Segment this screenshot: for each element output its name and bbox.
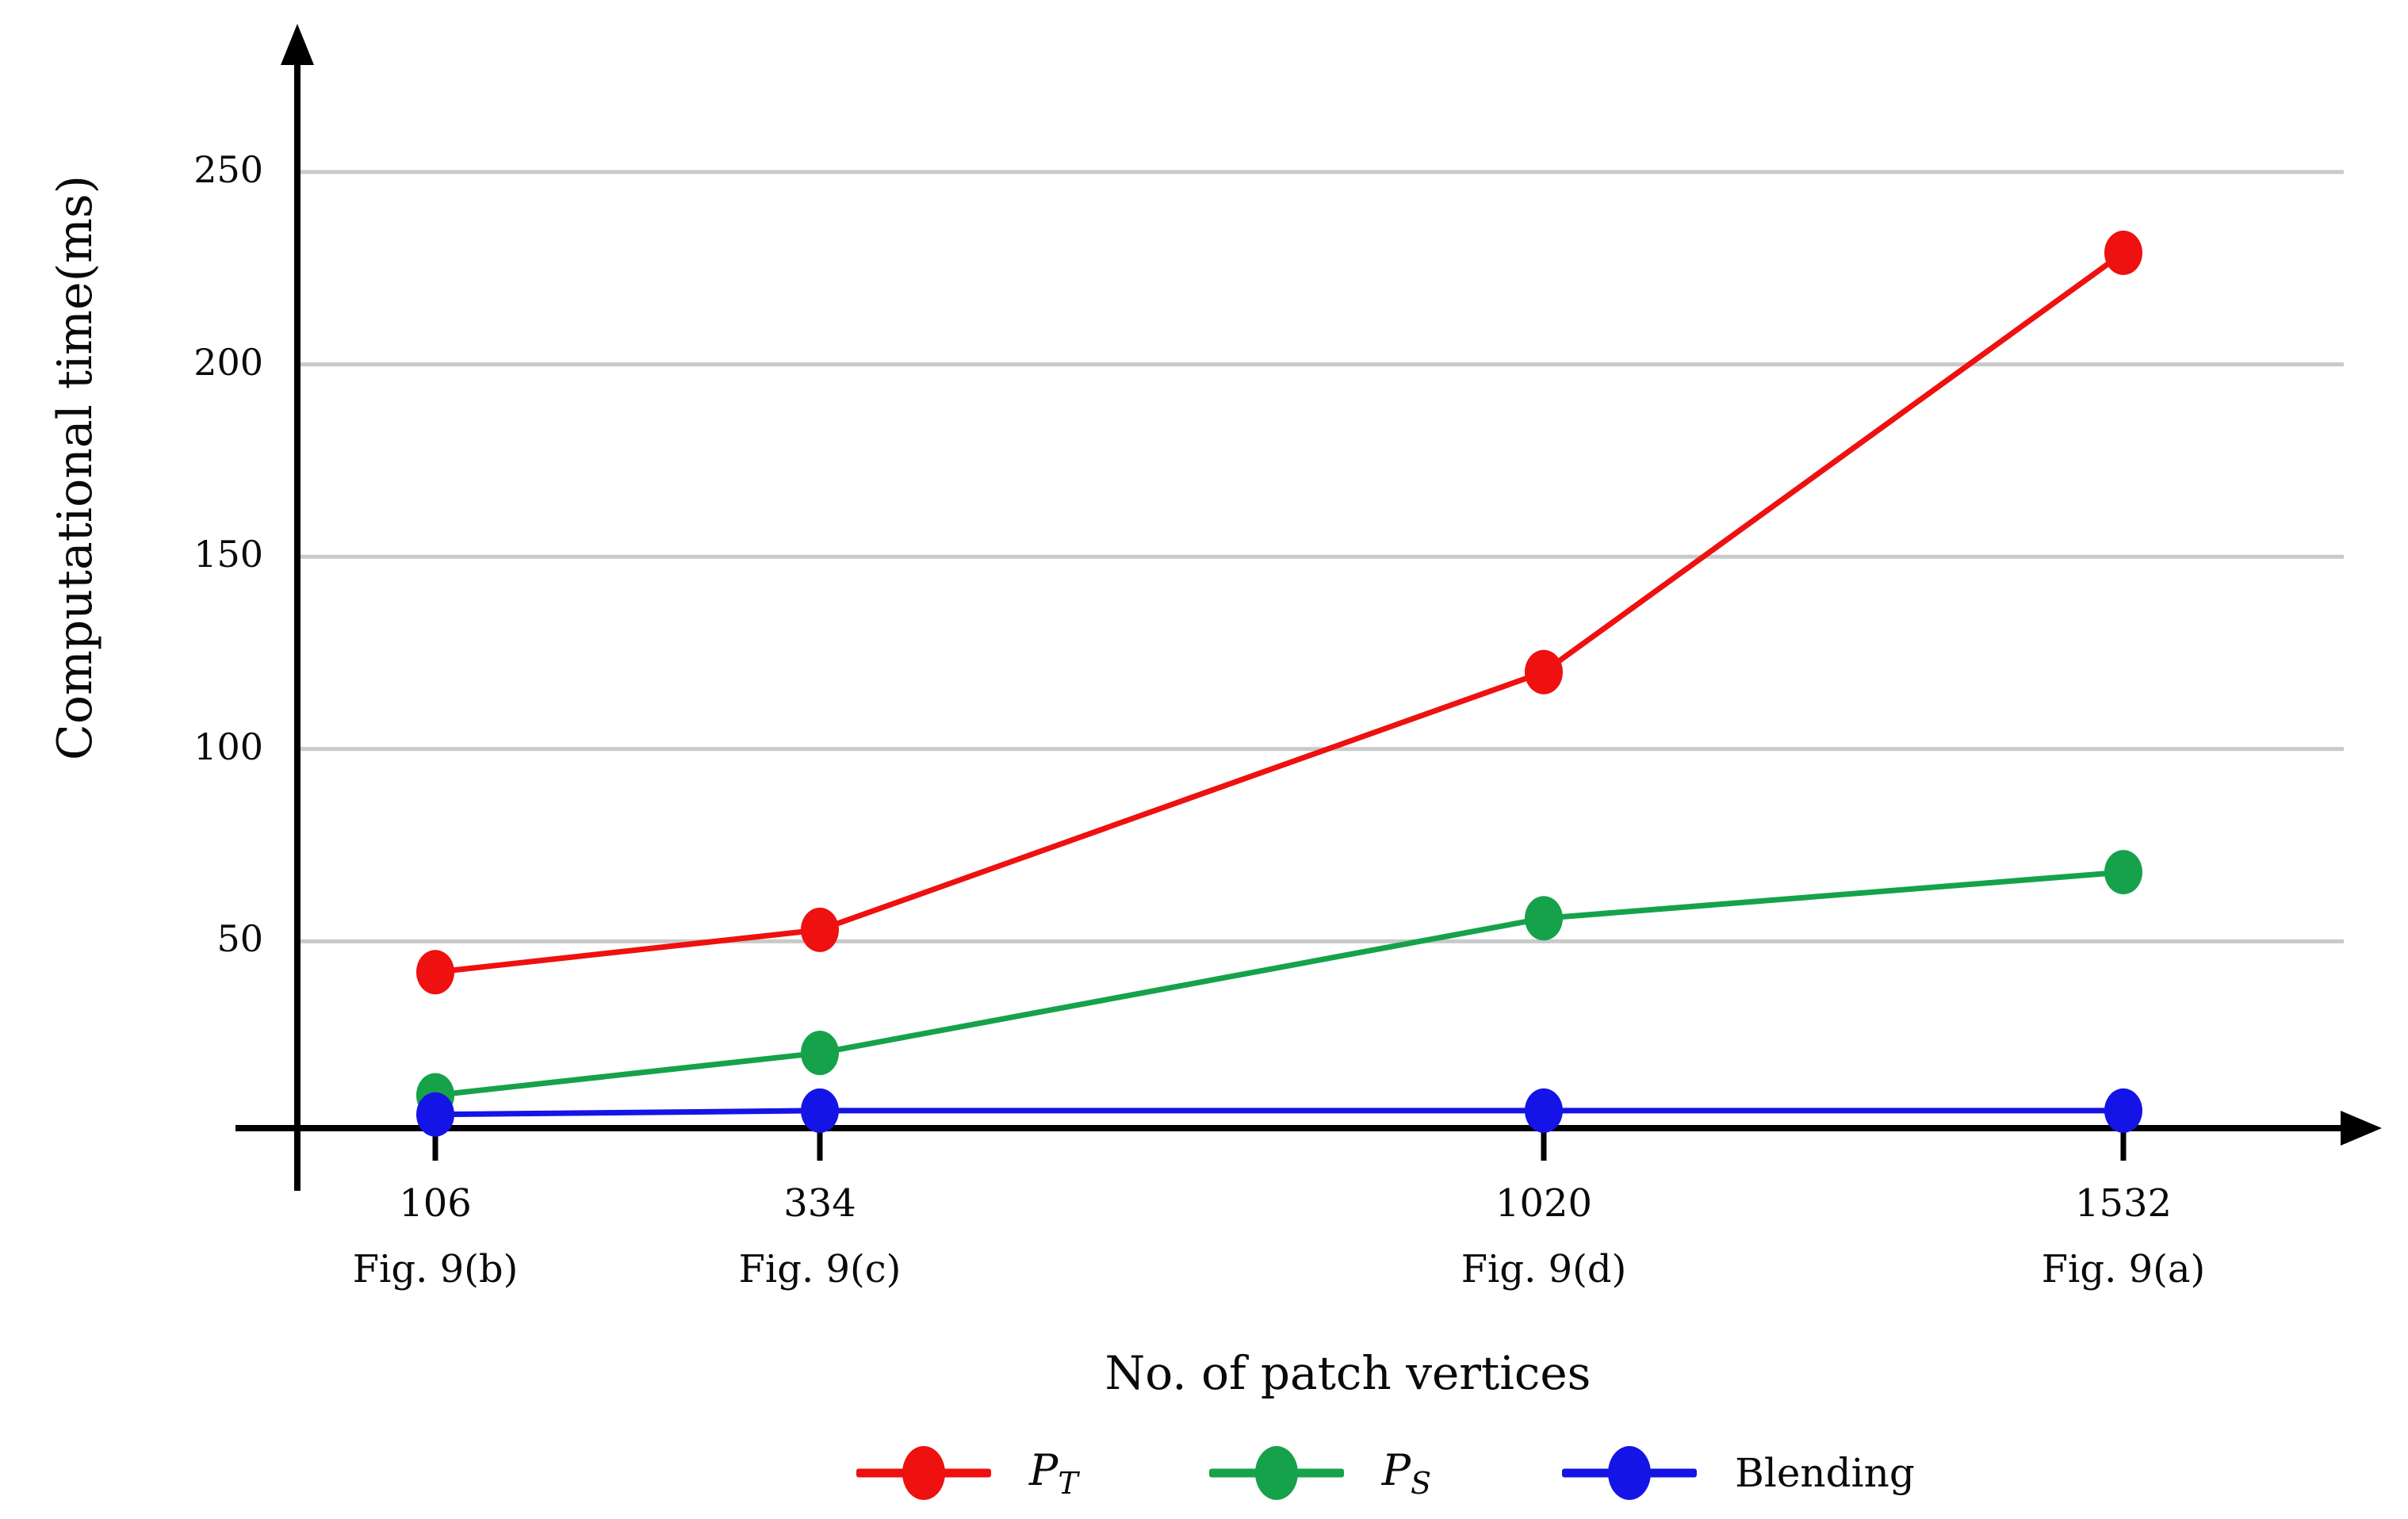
- x-category-value: 106: [399, 1181, 472, 1226]
- data-point-Blending: [2104, 1088, 2142, 1133]
- data-point-Blending: [416, 1092, 454, 1137]
- legend-dot-icon: [1254, 1446, 1298, 1500]
- x-category-figure: Fig. 9(b): [352, 1247, 519, 1291]
- x-category-figure: Fig. 9(d): [1460, 1247, 1627, 1291]
- legend-label-P_S: PS: [1381, 1445, 1432, 1501]
- legend-marker-Blending: [1562, 1444, 1698, 1502]
- y-axis-title: Computational time(ms): [48, 174, 103, 761]
- y-tick-label: 200: [193, 340, 263, 384]
- y-tick-label: 50: [216, 917, 263, 961]
- y-tick-label: 150: [193, 533, 263, 576]
- y-tick-label: 250: [193, 148, 263, 191]
- data-point-Blending: [801, 1088, 839, 1133]
- legend-dot-icon: [1608, 1446, 1652, 1500]
- x-category-figure: Fig. 9(a): [2041, 1247, 2206, 1291]
- legend-item-P_S: PS: [1208, 1444, 1432, 1502]
- data-point-P_S: [1525, 896, 1563, 941]
- data-point-P_S: [2104, 850, 2142, 895]
- legend-item-Blending: Blending: [1562, 1444, 1915, 1502]
- legend-marker-P_S: [1208, 1444, 1344, 1502]
- series-line-P_T: [435, 251, 2126, 975]
- legend-dot-icon: [902, 1446, 945, 1500]
- y-axis-arrow: [281, 24, 314, 65]
- x-category-value: 1532: [2074, 1181, 2173, 1226]
- data-point-P_T: [416, 950, 454, 995]
- y-tick-label: 100: [193, 725, 263, 768]
- data-point-P_T: [2104, 230, 2142, 275]
- x-category-value: 1020: [1495, 1181, 1593, 1226]
- data-point-P_S: [801, 1031, 839, 1076]
- data-point-Blending: [1525, 1088, 1563, 1133]
- legend-label-Blending: Blending: [1735, 1450, 1915, 1496]
- x-axis-title: No. of patch vertices: [1104, 1346, 1591, 1400]
- data-point-P_T: [801, 907, 839, 952]
- series-line-P_S: [435, 869, 2124, 1098]
- legend-item-P_T: PT: [856, 1444, 1078, 1502]
- legend-label-P_T: PT: [1029, 1445, 1078, 1501]
- legend-marker-P_T: [856, 1444, 991, 1502]
- x-axis-arrow: [2341, 1111, 2382, 1146]
- x-category-figure: Fig. 9(c): [738, 1247, 902, 1291]
- series-line-Blending: [435, 1108, 2123, 1118]
- x-category-value: 334: [783, 1181, 856, 1226]
- chart-legend: PT PS Blending: [856, 1444, 1915, 1502]
- data-point-P_T: [1525, 649, 1563, 694]
